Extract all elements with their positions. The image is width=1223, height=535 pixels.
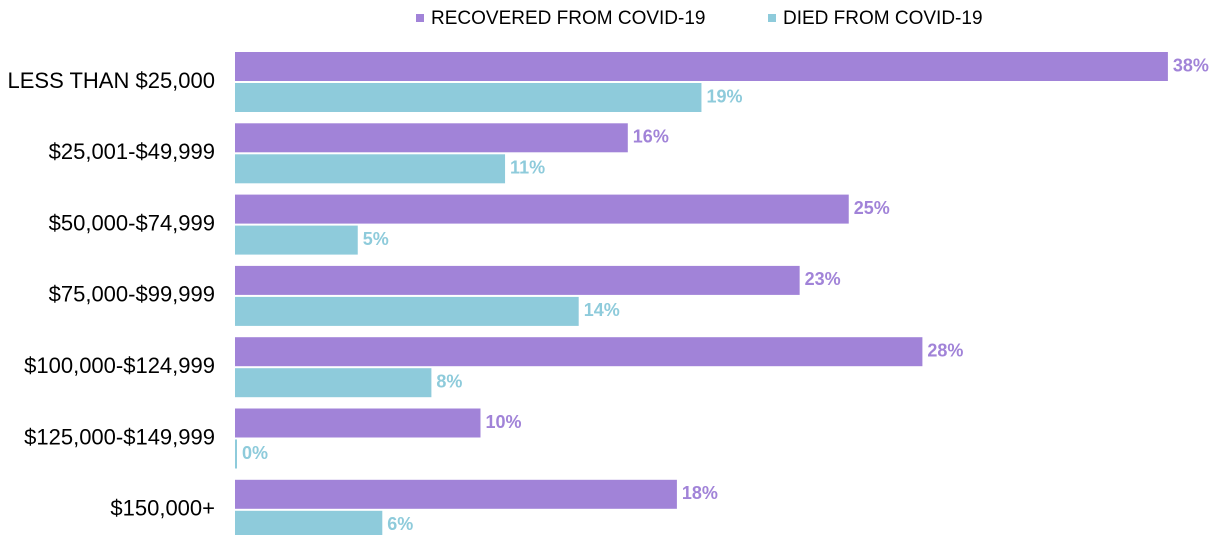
category-label: $100,000-$124,999: [24, 353, 215, 378]
category-label: $75,000-$99,999: [49, 282, 215, 307]
bar: [235, 296, 579, 326]
bar: [235, 52, 1168, 81]
category-label: $125,000-$149,999: [24, 424, 215, 449]
value-label: 0%: [242, 443, 268, 463]
bar: [235, 123, 628, 153]
bar: [235, 337, 923, 367]
value-label: 11%: [510, 158, 545, 178]
bar: [235, 368, 432, 398]
bar: [235, 265, 800, 295]
legend-label: DIED FROM COVID-19: [783, 8, 983, 29]
legend-swatch: [768, 14, 776, 22]
bar: [235, 479, 677, 509]
category-label: $50,000-$74,999: [49, 210, 215, 235]
value-label: 8%: [436, 371, 462, 391]
bar: [235, 154, 506, 184]
legend-label: RECOVERED FROM COVID-19: [431, 8, 705, 29]
bar: [235, 83, 702, 112]
value-label: 10%: [486, 412, 522, 432]
value-label: 5%: [363, 229, 389, 249]
bar: [235, 408, 481, 438]
bar: [235, 439, 237, 469]
bar: [235, 510, 383, 535]
value-label: 6%: [387, 514, 413, 534]
value-label: 25%: [854, 198, 890, 218]
category-label: LESS THAN $25,000: [8, 68, 216, 93]
category-label: $25,001-$49,999: [49, 139, 215, 164]
value-label: 23%: [805, 269, 841, 289]
legend-swatch: [416, 14, 424, 22]
category-label: $150,000+: [110, 496, 215, 521]
value-label: 18%: [682, 483, 718, 503]
bar: [235, 225, 358, 255]
value-label: 38%: [1173, 55, 1209, 75]
bar: [235, 194, 849, 224]
value-label: 19%: [706, 86, 742, 106]
value-label: 16%: [633, 127, 669, 147]
value-label: 28%: [927, 340, 963, 360]
value-label: 14%: [584, 300, 620, 320]
